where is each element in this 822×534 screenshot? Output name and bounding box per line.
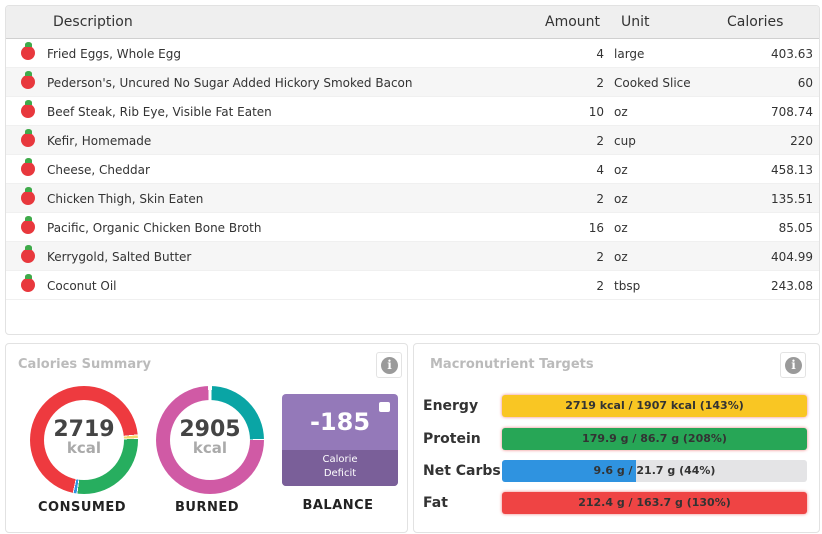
food-description: Chicken Thigh, Skin Eaten: [47, 192, 204, 206]
table-row[interactable]: Pederson's, Uncured No Sugar Added Hicko…: [6, 68, 819, 97]
header-amount[interactable]: Amount: [545, 14, 601, 30]
macro-progress-bar: 212.4 g / 163.7 g (130%): [502, 492, 807, 514]
food-calories: 403.63: [771, 47, 813, 61]
food-unit: oz: [614, 221, 628, 235]
burned-value: 2905: [179, 417, 241, 442]
info-icon: i: [381, 357, 398, 374]
macro-label: Protein: [423, 431, 481, 447]
apple-icon: [21, 187, 35, 205]
consumed-label: CONSUMED: [38, 500, 126, 515]
food-amount: 2: [596, 76, 604, 90]
food-description: Coconut Oil: [47, 279, 117, 293]
apple-icon: [21, 216, 35, 234]
food-description: Beef Steak, Rib Eye, Visible Fat Eaten: [47, 105, 272, 119]
apple-icon: [21, 245, 35, 263]
header-calories[interactable]: Calories: [727, 14, 784, 30]
macro-fill: [502, 460, 637, 482]
macro-label: Fat: [423, 495, 448, 511]
food-amount: 16: [588, 221, 604, 235]
header-unit[interactable]: Unit: [621, 14, 650, 30]
macro-fill: [502, 395, 807, 417]
macro-progress-bar: 9.6 g / 21.7 g (44%): [502, 460, 807, 482]
table-row[interactable]: Chicken Thigh, Skin Eaten 2 oz 135.51: [6, 184, 819, 213]
apple-icon: [21, 71, 35, 89]
burned-label: BURNED: [174, 500, 240, 515]
food-unit: tbsp: [614, 279, 641, 293]
balance-value: -185: [309, 408, 371, 436]
macros-title: Macronutrient Targets: [430, 357, 594, 372]
apple-icon: [21, 129, 35, 147]
macro-fill: [502, 428, 807, 450]
food-calories: 458.13: [771, 163, 813, 177]
food-unit: large: [614, 47, 645, 61]
macro-text: 179.9 g / 86.7 g (208%): [582, 432, 727, 445]
apple-icon: [21, 158, 35, 176]
food-calories: 135.51: [771, 192, 813, 206]
food-calories: 708.74: [771, 105, 813, 119]
macro-text: 2719 kcal / 1907 kcal (143%): [565, 399, 744, 412]
apple-icon: [21, 274, 35, 292]
food-unit: Cooked Slice: [614, 76, 691, 90]
info-button[interactable]: i: [780, 352, 806, 378]
macro-progress-bar: 179.9 g / 86.7 g (208%): [502, 428, 807, 450]
apple-icon: [21, 42, 35, 60]
table-row[interactable]: Kefir, Homemade 2 cup 220: [6, 126, 819, 155]
table-row[interactable]: Cheese, Cheddar 4 oz 458.13: [6, 155, 819, 184]
food-amount: 10: [588, 105, 604, 119]
food-unit: cup: [614, 134, 636, 148]
tag-icon: [379, 402, 390, 412]
food-calories: 60: [797, 76, 813, 90]
food-unit: oz: [614, 163, 628, 177]
food-amount: 2: [596, 279, 604, 293]
table-row[interactable]: Pacific, Organic Chicken Bone Broth 16 o…: [6, 213, 819, 242]
table-row[interactable]: Coconut Oil 2 tbsp 243.08: [6, 271, 819, 300]
food-amount: 4: [596, 163, 604, 177]
food-calories: 243.08: [771, 279, 813, 293]
food-description: Kefir, Homemade: [47, 134, 152, 148]
food-description: Kerrygold, Salted Butter: [47, 250, 192, 264]
food-amount: 2: [596, 250, 604, 264]
apple-icon: [21, 100, 35, 118]
calories-summary-title: Calories Summary: [18, 357, 152, 372]
balance-card[interactable]: -185 Calorie Deficit: [282, 394, 398, 486]
consumed-donut[interactable]: 2719 kcal: [30, 386, 138, 494]
table-header: Description Amount Unit Calories: [6, 6, 819, 39]
macro-text: 212.4 g / 163.7 g (130%): [578, 496, 731, 509]
food-diary-table: Description Amount Unit Calories Fried E…: [5, 5, 820, 335]
food-description: Fried Eggs, Whole Egg: [47, 47, 181, 61]
balance-line1: Calorie: [322, 454, 358, 465]
macro-label: Energy: [423, 398, 479, 414]
food-description: Pederson's, Uncured No Sugar Added Hicko…: [47, 76, 413, 90]
header-description[interactable]: Description: [53, 14, 133, 30]
food-description: Cheese, Cheddar: [47, 163, 150, 177]
food-unit: oz: [614, 192, 628, 206]
food-calories: 85.05: [778, 221, 813, 235]
food-description: Pacific, Organic Chicken Bone Broth: [47, 221, 262, 235]
macro-progress-bar: 2719 kcal / 1907 kcal (143%): [502, 395, 807, 417]
burned-unit: kcal: [192, 439, 228, 457]
burned-donut[interactable]: 2905 kcal: [156, 386, 264, 494]
macro-text: 9.6 g / 21.7 g (44%): [593, 464, 716, 477]
balance-line2: Deficit: [323, 468, 357, 479]
macro-fill: [502, 492, 807, 514]
consumed-unit: kcal: [66, 439, 102, 457]
table-row[interactable]: Fried Eggs, Whole Egg 4 large 403.63: [6, 39, 819, 68]
food-calories: 404.99: [771, 250, 813, 264]
consumed-value: 2719: [53, 417, 115, 442]
food-amount: 4: [596, 47, 604, 61]
macro-label: Net Carbs: [423, 463, 501, 479]
food-unit: oz: [614, 105, 628, 119]
table-row[interactable]: Beef Steak, Rib Eye, Visible Fat Eaten 1…: [6, 97, 819, 126]
food-unit: oz: [614, 250, 628, 264]
food-amount: 2: [596, 192, 604, 206]
food-amount: 2: [596, 134, 604, 148]
table-row[interactable]: Kerrygold, Salted Butter 2 oz 404.99: [6, 242, 819, 271]
food-calories: 220: [790, 134, 813, 148]
info-icon: i: [785, 357, 802, 374]
balance-label: BALANCE: [302, 498, 374, 513]
info-button[interactable]: i: [376, 352, 402, 378]
